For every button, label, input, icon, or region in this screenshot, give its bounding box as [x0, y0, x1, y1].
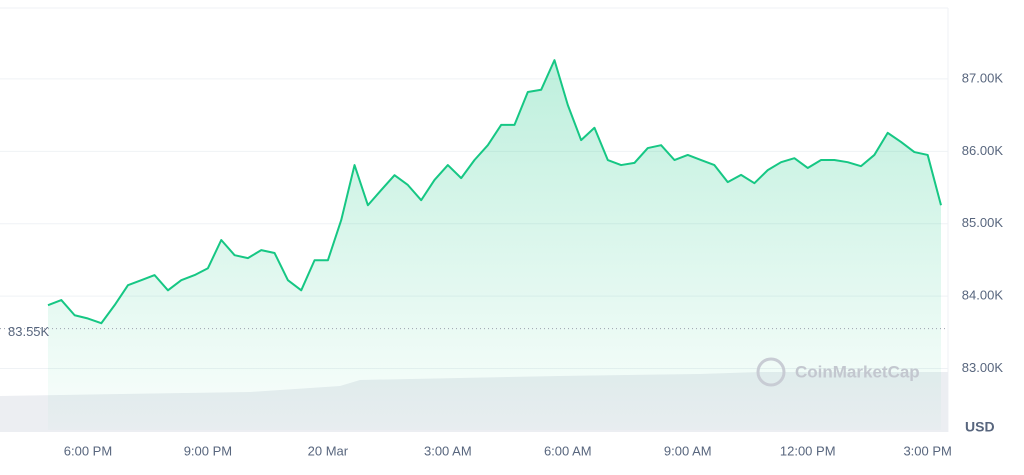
x-tick-label: 3:00 PM [903, 443, 951, 458]
x-tick-label: 6:00 PM [64, 443, 112, 458]
y-tick-label: 87.00K [962, 70, 1004, 85]
x-tick-label: 12:00 PM [780, 443, 836, 458]
watermark: CoinMarketCap [756, 357, 920, 387]
watermark-text: CoinMarketCap [795, 362, 920, 381]
x-tick-label: 9:00 PM [184, 443, 232, 458]
y-axis-unit: USD [965, 419, 995, 435]
y-tick-label: 86.00K [962, 143, 1004, 158]
x-tick-label: 6:00 AM [544, 443, 592, 458]
area-fill [47, 60, 941, 430]
y-tick-label: 83.00K [962, 360, 1004, 375]
x-tick-label: 9:00 AM [664, 443, 712, 458]
y-tick-label: 85.00K [962, 215, 1004, 230]
reference-label: 83.55K [8, 324, 50, 339]
price-line [47, 59, 942, 325]
x-tick-label: 20 Mar [308, 443, 349, 458]
y-tick-label: 84.00K [962, 288, 1004, 303]
x-tick-label: 3:00 AM [424, 443, 472, 458]
